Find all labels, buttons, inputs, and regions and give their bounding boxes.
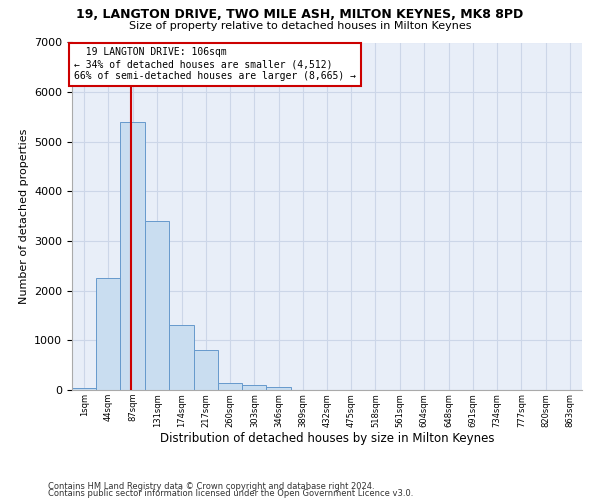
Bar	[266, 387, 290, 390]
Bar	[121, 122, 145, 390]
X-axis label: Distribution of detached houses by size in Milton Keynes: Distribution of detached houses by size …	[160, 432, 494, 446]
Text: Contains public sector information licensed under the Open Government Licence v3: Contains public sector information licen…	[48, 490, 413, 498]
Bar	[242, 385, 266, 390]
Text: Size of property relative to detached houses in Milton Keynes: Size of property relative to detached ho…	[129, 21, 471, 31]
Bar	[72, 388, 96, 390]
Bar	[169, 326, 194, 390]
Bar	[96, 278, 121, 390]
Bar	[218, 382, 242, 390]
Text: Contains HM Land Registry data © Crown copyright and database right 2024.: Contains HM Land Registry data © Crown c…	[48, 482, 374, 491]
Bar	[194, 350, 218, 390]
Y-axis label: Number of detached properties: Number of detached properties	[19, 128, 29, 304]
Text: 19 LANGTON DRIVE: 106sqm
← 34% of detached houses are smaller (4,512)
66% of sem: 19 LANGTON DRIVE: 106sqm ← 34% of detach…	[74, 48, 356, 80]
Text: 19, LANGTON DRIVE, TWO MILE ASH, MILTON KEYNES, MK8 8PD: 19, LANGTON DRIVE, TWO MILE ASH, MILTON …	[76, 8, 524, 20]
Bar	[145, 221, 169, 390]
